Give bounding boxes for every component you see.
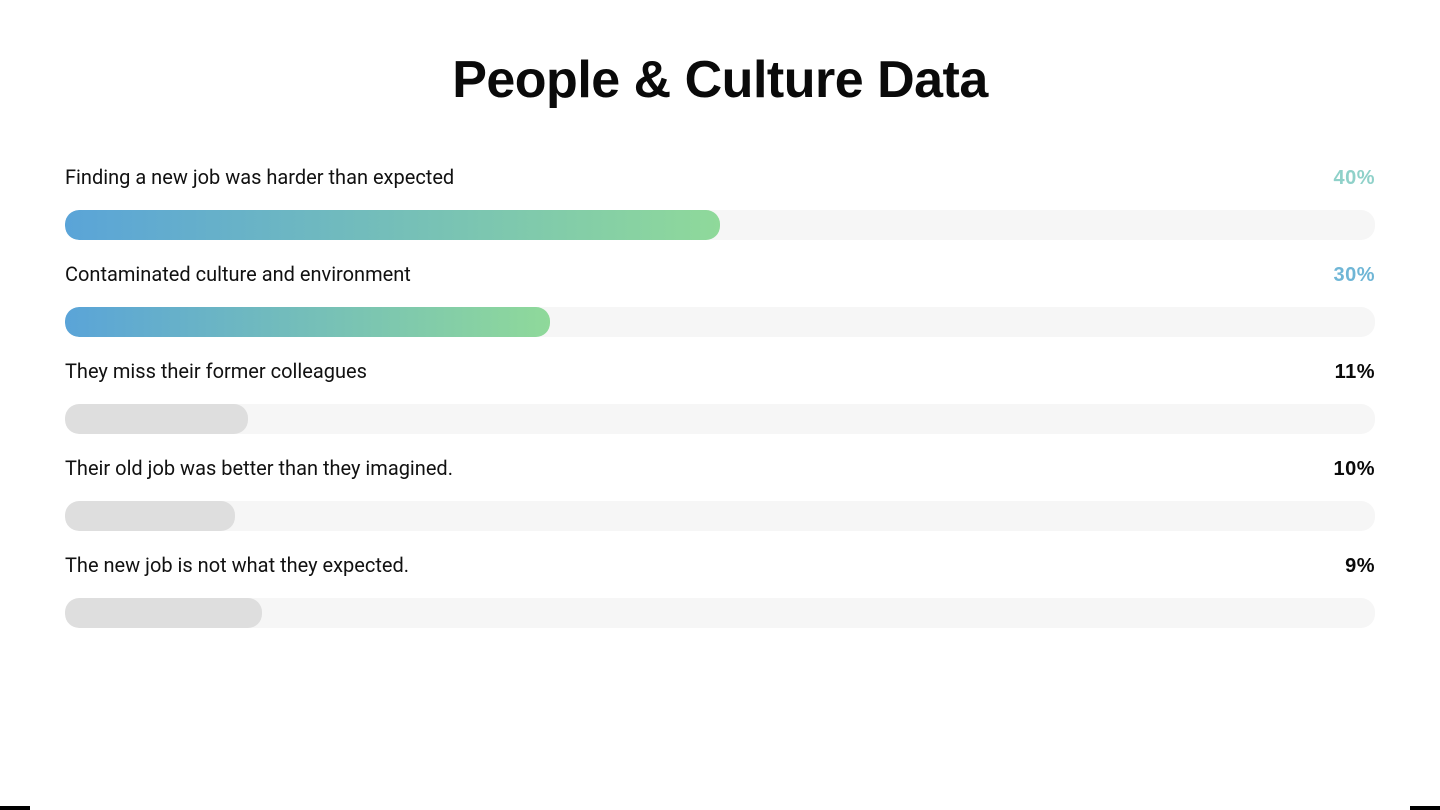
page-title: People & Culture Data bbox=[65, 50, 1375, 110]
bar-fill bbox=[65, 307, 550, 337]
bar-track bbox=[65, 501, 1375, 531]
bar-item: They miss their former colleagues 11% bbox=[65, 359, 1375, 434]
bar-percent: 11% bbox=[1335, 361, 1375, 384]
bar-header: Finding a new job was harder than expect… bbox=[65, 165, 1375, 190]
corner-mark-bl bbox=[0, 806, 30, 810]
bar-label: Contaminated culture and environment bbox=[65, 262, 411, 286]
bar-item: Finding a new job was harder than expect… bbox=[65, 165, 1375, 240]
chart-container: People & Culture Data Finding a new job … bbox=[0, 0, 1440, 628]
bar-percent: 9% bbox=[1345, 555, 1375, 578]
bar-percent: 40% bbox=[1333, 167, 1375, 190]
corner-mark-br bbox=[1410, 806, 1440, 810]
bar-header: Their old job was better than they imagi… bbox=[65, 456, 1375, 481]
bar-item: The new job is not what they expected. 9% bbox=[65, 553, 1375, 628]
bar-label: Their old job was better than they imagi… bbox=[65, 456, 453, 480]
bar-header: The new job is not what they expected. 9% bbox=[65, 553, 1375, 578]
bar-header: They miss their former colleagues 11% bbox=[65, 359, 1375, 384]
bar-fill bbox=[65, 501, 235, 531]
bar-fill bbox=[65, 598, 262, 628]
bar-item: Their old job was better than they imagi… bbox=[65, 456, 1375, 531]
bar-fill bbox=[65, 210, 720, 240]
bar-label: Finding a new job was harder than expect… bbox=[65, 165, 454, 189]
bar-percent: 30% bbox=[1333, 264, 1375, 287]
bar-header: Contaminated culture and environment 30% bbox=[65, 262, 1375, 287]
bar-label: The new job is not what they expected. bbox=[65, 553, 409, 577]
bar-label: They miss their former colleagues bbox=[65, 359, 367, 383]
bar-fill bbox=[65, 404, 248, 434]
bar-track bbox=[65, 598, 1375, 628]
bar-track bbox=[65, 307, 1375, 337]
bar-track bbox=[65, 210, 1375, 240]
bar-track bbox=[65, 404, 1375, 434]
bar-item: Contaminated culture and environment 30% bbox=[65, 262, 1375, 337]
bar-percent: 10% bbox=[1333, 458, 1375, 481]
bars-list: Finding a new job was harder than expect… bbox=[65, 165, 1375, 628]
